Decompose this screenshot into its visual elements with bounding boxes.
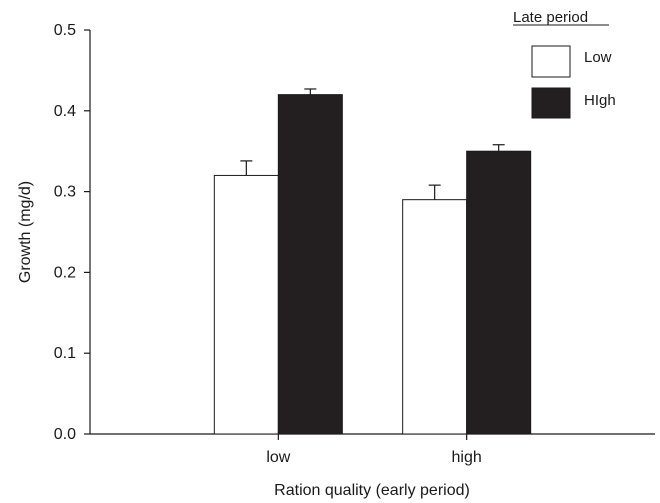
legend-swatch-high xyxy=(531,87,571,119)
y-tick-label: 0.5 xyxy=(54,22,76,39)
bar-high-high xyxy=(466,150,532,435)
legend-title: Late period xyxy=(513,9,588,26)
y-tick-label: 0.2 xyxy=(54,264,76,281)
y-axis-title: Growth (mg/d) xyxy=(17,181,34,283)
bar-low-high xyxy=(402,199,468,435)
legend: Late period Low HIgh xyxy=(513,9,616,119)
axes xyxy=(89,30,655,435)
x-ticks: low high xyxy=(266,434,482,466)
bar-low-low xyxy=(213,174,279,435)
bar-high-low xyxy=(277,94,343,435)
x-tick-label: high xyxy=(452,449,482,466)
error-bars xyxy=(240,88,505,200)
y-tick-label: 0.4 xyxy=(54,103,76,120)
x-axis-title: Ration quality (early period) xyxy=(274,482,470,499)
y-ticks: 0.0 0.1 0.2 0.3 0.4 0.5 xyxy=(54,22,90,443)
y-tick-label: 0.0 xyxy=(54,426,76,443)
legend-swatch-low xyxy=(531,45,571,78)
x-tick-label: low xyxy=(266,449,290,466)
legend-label-low: Low xyxy=(584,49,612,66)
y-tick-label: 0.3 xyxy=(54,184,76,201)
bars xyxy=(213,94,532,435)
legend-label-high: HIgh xyxy=(584,92,616,109)
y-tick-label: 0.1 xyxy=(54,345,76,362)
